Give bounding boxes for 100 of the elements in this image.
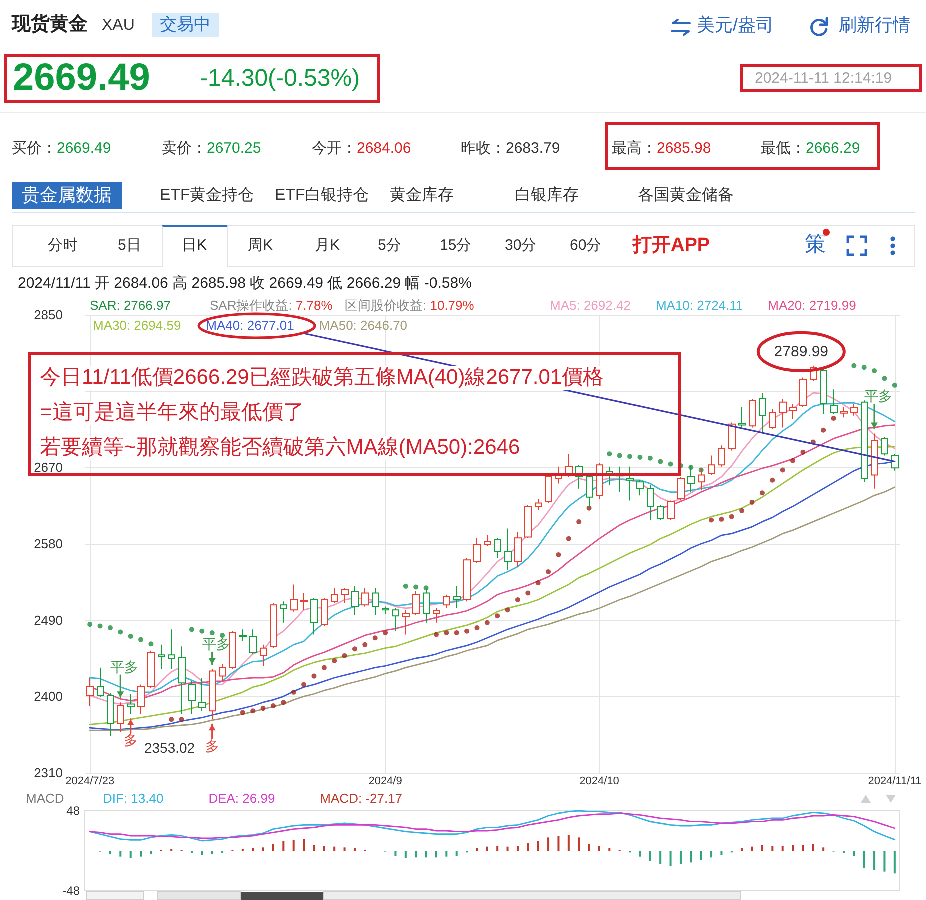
bar: [894, 851, 896, 874]
bar: [548, 838, 550, 851]
bar: [334, 846, 336, 851]
candlestick: [779, 398, 787, 428]
annotation: 2789.99: [774, 343, 829, 361]
candlestick: [158, 644, 165, 670]
text: 打开APP: [633, 235, 710, 257]
text: 30分: [505, 237, 537, 254]
text: 刷新行情: [839, 15, 911, 36]
text: MA50: 2646.70: [319, 318, 408, 333]
candlestick: [647, 484, 654, 521]
bar: [446, 851, 448, 857]
candlestick: [677, 476, 685, 502]
candlestick: [331, 588, 338, 604]
bar: [853, 851, 856, 856]
text: 2024-11-11 12:14:19: [755, 70, 892, 88]
bar: [588, 844, 590, 851]
bar: [150, 851, 152, 854]
bar: [109, 851, 112, 854]
x-tick-label: 2024/7/23: [66, 776, 115, 788]
text: MA5: 2692.42: [550, 298, 631, 313]
y-tick-label: 2310: [34, 766, 63, 780]
candlestick: [891, 454, 899, 472]
candlestick: [545, 474, 552, 504]
candlestick: [667, 500, 675, 521]
bar: [415, 851, 418, 858]
text: ETF黄金持仓: [160, 187, 254, 206]
annotation: 平多: [110, 660, 139, 676]
text: 区间股价收益: 10.79%: [345, 298, 474, 313]
bar: [822, 848, 825, 851]
bar: [772, 846, 774, 851]
text: 美元/盎司: [697, 15, 774, 36]
candlestick: [769, 408, 776, 430]
text: MA30: 2694.59: [93, 318, 182, 333]
candlestick: [504, 528, 512, 571]
candlestick: [749, 398, 756, 428]
candlestick: [514, 532, 522, 568]
candlestick: [239, 629, 247, 642]
bar: [568, 835, 570, 851]
candlestick: [137, 684, 145, 715]
candlestick: [881, 436, 888, 456]
candlestick: [300, 592, 308, 611]
bar: [262, 848, 264, 851]
text: 2669.49: [13, 57, 150, 101]
candlestick: [412, 590, 420, 616]
bar: [486, 846, 488, 851]
text: ETF白银持仓: [275, 187, 370, 206]
bar: [782, 846, 784, 851]
bar: [303, 839, 306, 851]
bar: [690, 851, 692, 863]
x-tick-label: 2024/11/11: [868, 776, 922, 788]
candlestick: [473, 538, 481, 564]
text: 贵金属数据: [12, 182, 122, 209]
candlestick: [188, 680, 196, 715]
text: MA10: 2724.11: [656, 298, 744, 313]
text: DEA: 26.99: [208, 791, 276, 806]
y-tick-label: -48: [62, 884, 80, 898]
text: 交易中: [152, 13, 219, 37]
bar: [802, 845, 804, 851]
candlestick: [402, 610, 410, 636]
bar: [292, 840, 295, 851]
y-tick-label: 2580: [34, 536, 63, 552]
bar: [527, 844, 530, 851]
candlestick: [290, 584, 298, 612]
text: 5分: [378, 237, 402, 254]
text: SAR: 2766.97: [90, 298, 171, 313]
bar: [884, 851, 886, 872]
candlestick: [484, 535, 491, 548]
bar: [874, 851, 876, 870]
bar: [598, 846, 600, 851]
annotation: 若要續等~那就觀察能否續破第六MA線(MA50):2646: [40, 436, 520, 460]
bar: [537, 841, 540, 851]
candlestick: [494, 538, 501, 559]
text: 60分: [570, 237, 602, 254]
candlestick: [657, 504, 664, 521]
candlestick: [626, 466, 634, 502]
x-tick-label: 2024/10: [580, 776, 620, 788]
candlestick: [117, 702, 124, 733]
candlestick: [219, 664, 226, 682]
candlestick: [147, 650, 155, 689]
text: 分时: [48, 237, 78, 254]
text: SAR操作收益: 7.78%: [210, 298, 333, 313]
bar: [496, 846, 499, 851]
candlestick: [708, 455, 715, 476]
candlestick: [310, 598, 318, 636]
text: DIF: 13.40: [103, 791, 164, 806]
y-tick-label: 2850: [34, 308, 63, 322]
candlestick: [249, 629, 257, 655]
bar: [425, 851, 428, 858]
candlestick: [168, 629, 175, 670]
candlestick: [361, 588, 369, 608]
candlestick: [280, 601, 287, 624]
text: MA20: 2719.99: [768, 298, 856, 313]
candlestick: [738, 406, 746, 428]
candlestick: [260, 644, 267, 667]
text: 白银库存: [515, 187, 579, 206]
text: 最高：2685.98: [612, 140, 712, 157]
bar: [140, 851, 142, 857]
bar: [863, 851, 866, 868]
candlestick: [596, 462, 603, 500]
